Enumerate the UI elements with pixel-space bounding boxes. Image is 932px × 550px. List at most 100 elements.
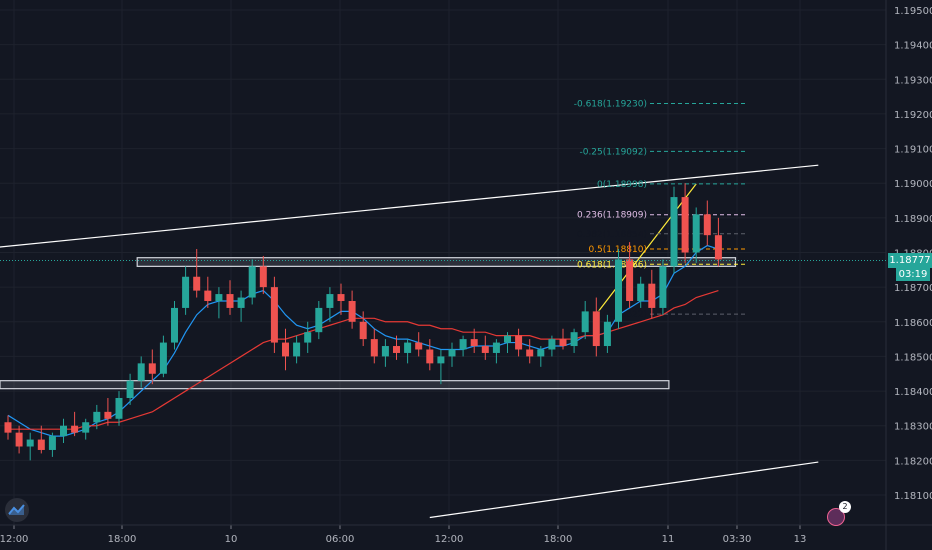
candle-body [337,294,345,301]
candle-body [126,380,134,398]
candle-body [404,342,412,353]
y-tick-label: 1.18400 [894,387,932,398]
x-tick-label: 12:00 [435,534,464,545]
y-tick-label: 1.19400 [894,41,932,52]
candle-body [659,266,667,308]
bar-countdown-tag: 03:19 [896,268,930,282]
y-tick-label: 1.19500 [894,6,932,17]
candle-body [37,439,45,450]
candle-body [315,307,323,333]
candle-body [304,332,312,343]
y-tick-label: 1.18900 [894,214,932,225]
y-tick-label: 1.18200 [894,456,932,467]
candle-body [515,335,523,350]
tradingview-logo-icon[interactable] [5,498,29,522]
candle-body [448,349,456,357]
candle-body [359,321,367,340]
x-tick-label: 03:30 [723,534,752,545]
candle-body [348,301,356,322]
y-tick-label: 1.18700 [894,283,932,294]
candle-body [504,335,511,343]
candle-body [459,339,467,350]
uk-flag-icon[interactable] [827,508,845,526]
y-tick-label: 1.19200 [894,110,932,121]
candle-body [115,398,123,419]
candle-body [703,214,711,236]
candle-body [270,287,278,343]
x-tick-label: 18:00 [544,534,573,545]
candle-body [537,349,545,357]
support-resistance-zone [0,380,670,390]
candle-body [282,342,289,357]
candle-body [470,339,478,347]
x-tick-label: 11 [662,534,675,545]
candle-body [326,294,334,308]
candle-body [670,197,678,267]
candle-body [137,363,145,381]
candle-body [71,425,79,433]
candle-body [481,346,489,353]
y-tick-label: 1.19100 [894,145,932,156]
x-tick-label: 13 [794,534,807,545]
candle-body [226,294,234,308]
candle-body [215,294,223,301]
trend-line [0,164,819,248]
candle-body [570,332,578,347]
candle-body [526,349,534,357]
fib-level-label: 0(1.18998) [597,180,647,190]
candle-body [259,266,267,288]
y-tick-label: 1.18300 [894,422,932,433]
candle-body [15,432,23,447]
candle-body [148,363,156,374]
candle-body [648,283,656,308]
candle-body [426,349,434,364]
candle-body [437,356,445,364]
candle-body [592,311,600,347]
y-tick-label: 1.19300 [894,75,932,86]
candle-body [381,346,389,357]
candle-body [492,342,500,353]
candle-body [104,411,112,419]
fib-level-label: 1(1.18622) [597,310,647,320]
support-resistance-zone [136,257,737,267]
y-tick-label: 1.18500 [894,352,932,363]
candle-body [637,283,645,301]
fib-level-label: 0.382(1.18854) [577,230,647,240]
fib-level-label: -0.25(1.19092) [579,147,647,157]
candle-body [171,307,178,343]
y-tick-label: 1.18600 [894,318,932,329]
candle-body [193,276,201,291]
candle-body [581,311,589,333]
notification-count-badge[interactable]: 2 [839,501,851,513]
fib-level-label: 0.236(1.18909) [577,211,647,221]
candle-body [159,342,167,374]
trend-line [595,183,697,315]
candle-body [82,422,90,433]
candle-body [393,346,400,353]
candle-body [26,439,34,447]
candle-body [48,436,56,450]
candle-body [559,339,567,347]
y-tick-label: 1.19000 [894,179,932,190]
x-tick-label: 10 [225,534,238,545]
y-tick-label: 1.18100 [894,491,932,502]
candle-body [182,276,190,308]
candle-body [681,197,689,253]
candle-body [548,339,556,350]
trend-line [429,461,819,519]
x-tick-label: 12:00 [0,534,28,545]
fib-level-label: 0.618(1.18766) [577,260,647,270]
candle-body [714,235,722,260]
x-tick-label: 06:00 [326,534,355,545]
candle-body [293,342,301,357]
candle-body [60,425,67,437]
fib-level-label: 0.5(1.18810) [588,245,647,255]
fib-level-label: -0.618(1.19230) [574,100,647,110]
candle-body [370,339,378,357]
candle-body [93,411,101,423]
candle-body [615,259,622,322]
candle-body [4,422,12,433]
